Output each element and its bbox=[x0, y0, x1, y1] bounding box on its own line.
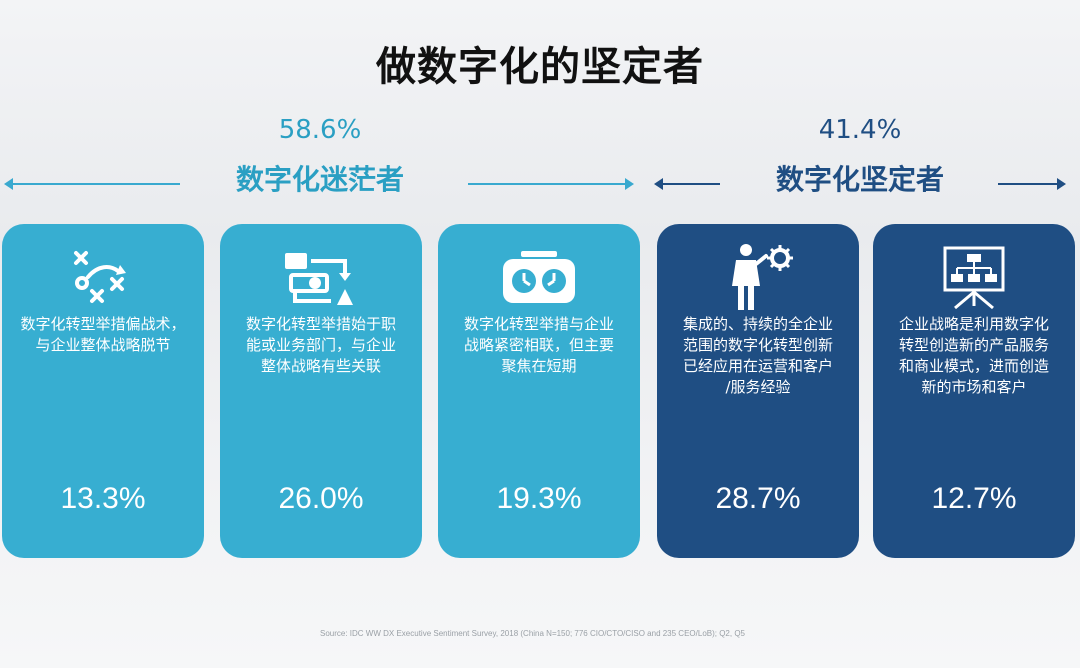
determined-label: 数字化坚定者 bbox=[775, 163, 944, 196]
left-arrow-icon bbox=[4, 178, 180, 190]
stage-card: 企业战略是利用数字化 转型创造新的产品服务 和商业模式，进而创造 新的市场和客户… bbox=[873, 224, 1075, 558]
wandering-percent: 58.6% bbox=[278, 115, 362, 145]
stage-card: 数字化转型举措与企业 战略紧密相联，但主要 聚焦在短期 19.3% bbox=[438, 224, 640, 558]
card-value: 26.0% bbox=[278, 482, 364, 515]
stopwatch-icon bbox=[438, 242, 640, 312]
card-description: 数字化转型举措偏战术， 与企业整体战略脱节 bbox=[20, 315, 186, 354]
card-value: 13.3% bbox=[60, 482, 146, 515]
wandering-label: 数字化迷茫者 bbox=[235, 163, 404, 196]
left-arrow-icon bbox=[654, 178, 720, 190]
org-chart-board-icon bbox=[873, 242, 1075, 312]
department-flow-icon bbox=[220, 242, 422, 312]
card-value: 19.3% bbox=[496, 482, 582, 515]
card-description: 集成的、持续的全企业 范围的数字化转型创新 已经应用在运营和客户 /服务经验 bbox=[682, 315, 833, 396]
card-value: 28.7% bbox=[715, 482, 801, 515]
page-title: 做数字化的坚定者 bbox=[376, 44, 704, 90]
stage-card: 数字化转型举措偏战术， 与企业整体战略脱节 13.3% bbox=[2, 224, 204, 558]
stage-card: 集成的、持续的全企业 范围的数字化转型创新 已经应用在运营和客户 /服务经验 2… bbox=[657, 224, 859, 558]
card-description: 企业战略是利用数字化 转型创造新的产品服务 和商业模式，进而创造 新的市场和客户 bbox=[898, 315, 1049, 396]
determined-percent: 41.4% bbox=[818, 115, 902, 145]
right-arrow-icon bbox=[468, 178, 634, 190]
source-note: Source: IDC WW DX Executive Sentiment Su… bbox=[320, 629, 745, 638]
right-arrow-icon bbox=[998, 178, 1066, 190]
card-description: 数字化转型举措与企业 战略紧密相联，但主要 聚焦在短期 bbox=[463, 315, 614, 375]
stage-card: 数字化转型举措始于职 能或业务部门，与企业 整体战略有些关联 26.0% bbox=[220, 224, 422, 558]
play-strategy-icon bbox=[2, 242, 204, 312]
card-value: 12.7% bbox=[931, 482, 1017, 515]
card-description: 数字化转型举措始于职 能或业务部门，与企业 整体战略有些关联 bbox=[245, 315, 396, 375]
businessman-gear-icon bbox=[657, 242, 859, 312]
